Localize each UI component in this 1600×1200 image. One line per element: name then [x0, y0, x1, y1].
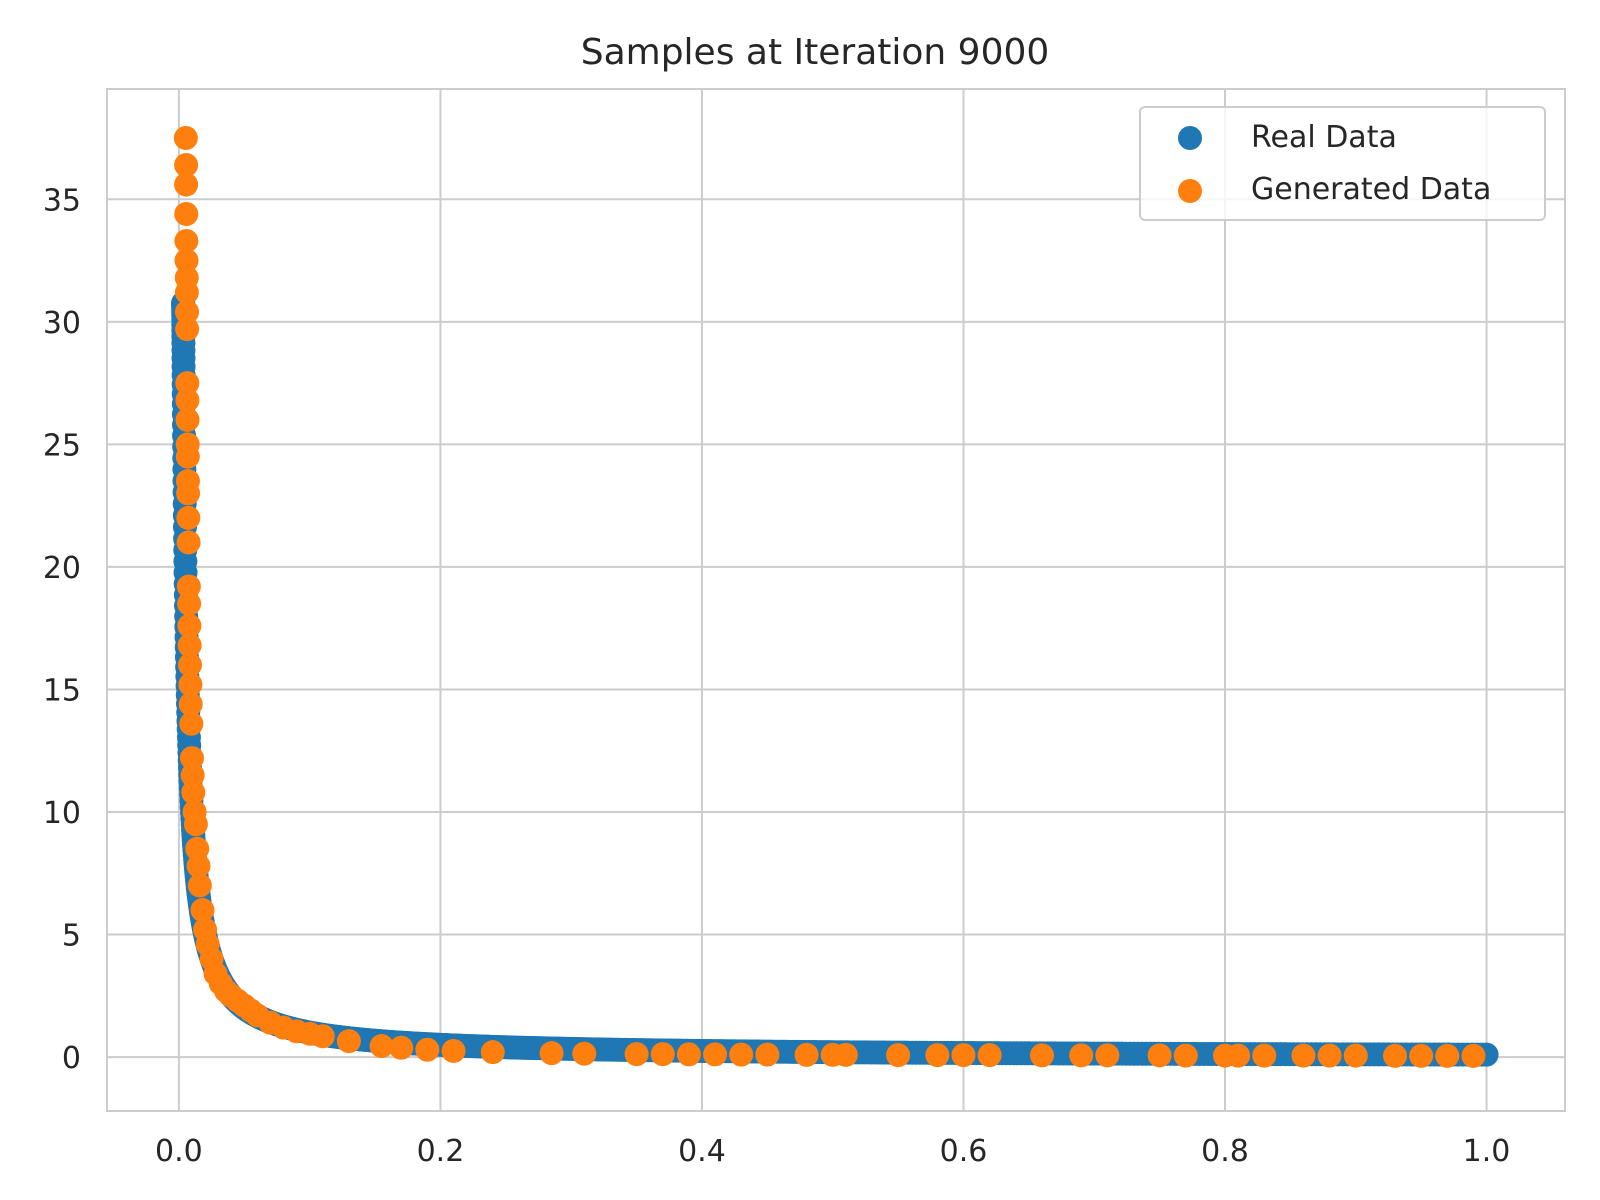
legend-generated-data-marker [1178, 179, 1202, 203]
generated-data-point [174, 152, 199, 177]
generated-data-point [1069, 1043, 1094, 1068]
generated-data-point [173, 126, 198, 151]
generated-data-point [1383, 1043, 1408, 1068]
y-tick-label: 10 [43, 796, 81, 831]
legend-generated-data-label: Generated Data [1251, 172, 1491, 207]
y-tick-label: 0 [62, 1041, 81, 1076]
generated-data-point [1317, 1043, 1342, 1068]
generated-data-point [925, 1043, 950, 1068]
generated-data-point [1343, 1043, 1368, 1068]
generated-data-point [310, 1024, 335, 1049]
x-tick-label: 1.0 [1463, 1134, 1511, 1169]
generated-data-point [755, 1042, 780, 1067]
generated-data-point [190, 898, 215, 923]
legend-real-data-label: Real Data [1251, 120, 1397, 155]
generated-data-point [389, 1035, 414, 1060]
generated-data-point [179, 746, 204, 771]
generated-data-point [174, 228, 199, 253]
generated-data-point [1226, 1043, 1251, 1068]
x-axis-ticks: 0.0 0.2 0.4 0.6 0.8 1.0 [155, 1134, 1510, 1169]
y-axis-ticks: 0 5 10 15 20 25 30 35 [43, 183, 81, 1076]
generated-data-point [729, 1042, 754, 1067]
legend-real-data-marker [1178, 126, 1202, 150]
legend: Real Data Generated Data [1139, 106, 1546, 221]
generated-data-series [173, 126, 1486, 1068]
generated-data-point [180, 763, 205, 788]
y-tick-label: 20 [43, 551, 81, 586]
generated-data-point [1461, 1043, 1486, 1068]
generated-data-point [185, 836, 210, 861]
generated-data-point [415, 1037, 440, 1062]
generated-data-point [174, 201, 199, 226]
generated-data-point [174, 248, 199, 273]
generated-data-point [181, 780, 206, 805]
generated-data-point [176, 481, 201, 506]
generated-data-point [177, 591, 202, 616]
generated-data-point [441, 1038, 466, 1063]
generated-data-point [1095, 1043, 1120, 1068]
generated-data-point [676, 1042, 701, 1067]
chart-title: Samples at Iteration 9000 [581, 32, 1050, 73]
legend-box [1139, 106, 1546, 221]
y-tick-label: 15 [43, 673, 81, 708]
generated-data-point [1029, 1043, 1054, 1068]
generated-data-point [951, 1043, 976, 1068]
generated-data-point [178, 652, 203, 677]
generated-data-point [539, 1041, 564, 1066]
generated-data-point [1435, 1043, 1460, 1068]
generated-data-point [624, 1042, 649, 1067]
generated-data-point [336, 1029, 361, 1054]
generated-data-point [176, 574, 201, 599]
x-tick-label: 0.2 [417, 1134, 465, 1169]
generated-data-point [183, 812, 208, 837]
generated-data-point [833, 1042, 858, 1067]
generated-data-point [175, 407, 200, 432]
plot-area-frame [106, 88, 1566, 1112]
generated-data-point [175, 444, 200, 469]
y-tick-label: 25 [43, 428, 81, 463]
generated-data-point [186, 853, 211, 878]
generated-data-point [1291, 1043, 1316, 1068]
generated-data-point [1147, 1043, 1172, 1068]
y-tick-label: 35 [43, 183, 81, 218]
generated-data-point [187, 873, 212, 898]
generated-data-point [369, 1034, 394, 1059]
x-tick-label: 0.8 [1201, 1134, 1249, 1169]
generated-data-point [572, 1041, 597, 1066]
generated-data-point [886, 1043, 911, 1068]
generated-data-point [175, 371, 200, 396]
generated-data-point [794, 1042, 819, 1067]
generated-data-point [176, 530, 201, 555]
y-tick-label: 5 [62, 919, 81, 954]
generated-data-point [175, 317, 200, 342]
x-tick-label: 0.6 [940, 1134, 988, 1169]
generated-data-point [977, 1043, 1002, 1068]
x-tick-label: 0.4 [678, 1134, 726, 1169]
x-tick-label: 0.0 [155, 1134, 203, 1169]
generated-data-point [176, 505, 201, 530]
generated-data-point [174, 172, 199, 197]
generated-data-point [1409, 1043, 1434, 1068]
generated-data-point [174, 280, 199, 305]
generated-data-point [480, 1040, 505, 1065]
grid-lines [107, 89, 1565, 1111]
generated-data-point [177, 613, 202, 638]
generated-data-point [179, 711, 204, 736]
generated-data-point [175, 300, 200, 325]
generated-data-point [1173, 1043, 1198, 1068]
generated-data-point [177, 633, 202, 658]
generated-data-point [650, 1042, 675, 1067]
generated-data-point [703, 1042, 728, 1067]
generated-data-point [178, 692, 203, 717]
generated-data-point [178, 672, 203, 697]
generated-data-point [1252, 1043, 1277, 1068]
generated-data-point [175, 388, 200, 413]
y-tick-label: 30 [43, 306, 81, 341]
